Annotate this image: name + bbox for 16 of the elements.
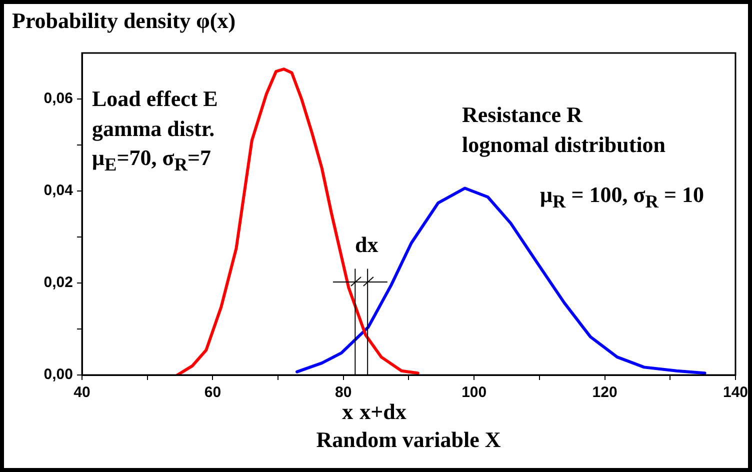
ref-line-label: x+dx bbox=[360, 398, 406, 426]
y-tick-label: 0,04 bbox=[44, 182, 74, 200]
x-tick-label: 100 bbox=[462, 384, 487, 402]
annotation: dx bbox=[355, 231, 378, 259]
x-tick-label: 120 bbox=[592, 384, 618, 402]
x-tick-label: 60 bbox=[204, 384, 222, 402]
x-tick-label: 40 bbox=[74, 384, 90, 402]
annotation: Resistance R lognomal distribution bbox=[462, 101, 666, 159]
x-tick-label: 140 bbox=[722, 384, 748, 402]
y-tick-label: 0,02 bbox=[44, 274, 73, 292]
y-axis-title: Probability density φ(x) bbox=[12, 7, 236, 35]
y-tick-label: 0,06 bbox=[44, 90, 73, 108]
x-axis-title: Random variable X bbox=[316, 426, 501, 454]
annotation: μ$_{R}$ = 100, σ$_{R}$ = 10 bbox=[540, 181, 704, 214]
annotation: Load effect E gamma distr. μ$_{E}$=70, σ$_{R}$=7 bbox=[92, 85, 218, 177]
y-tick-label: 0,00 bbox=[44, 366, 73, 384]
